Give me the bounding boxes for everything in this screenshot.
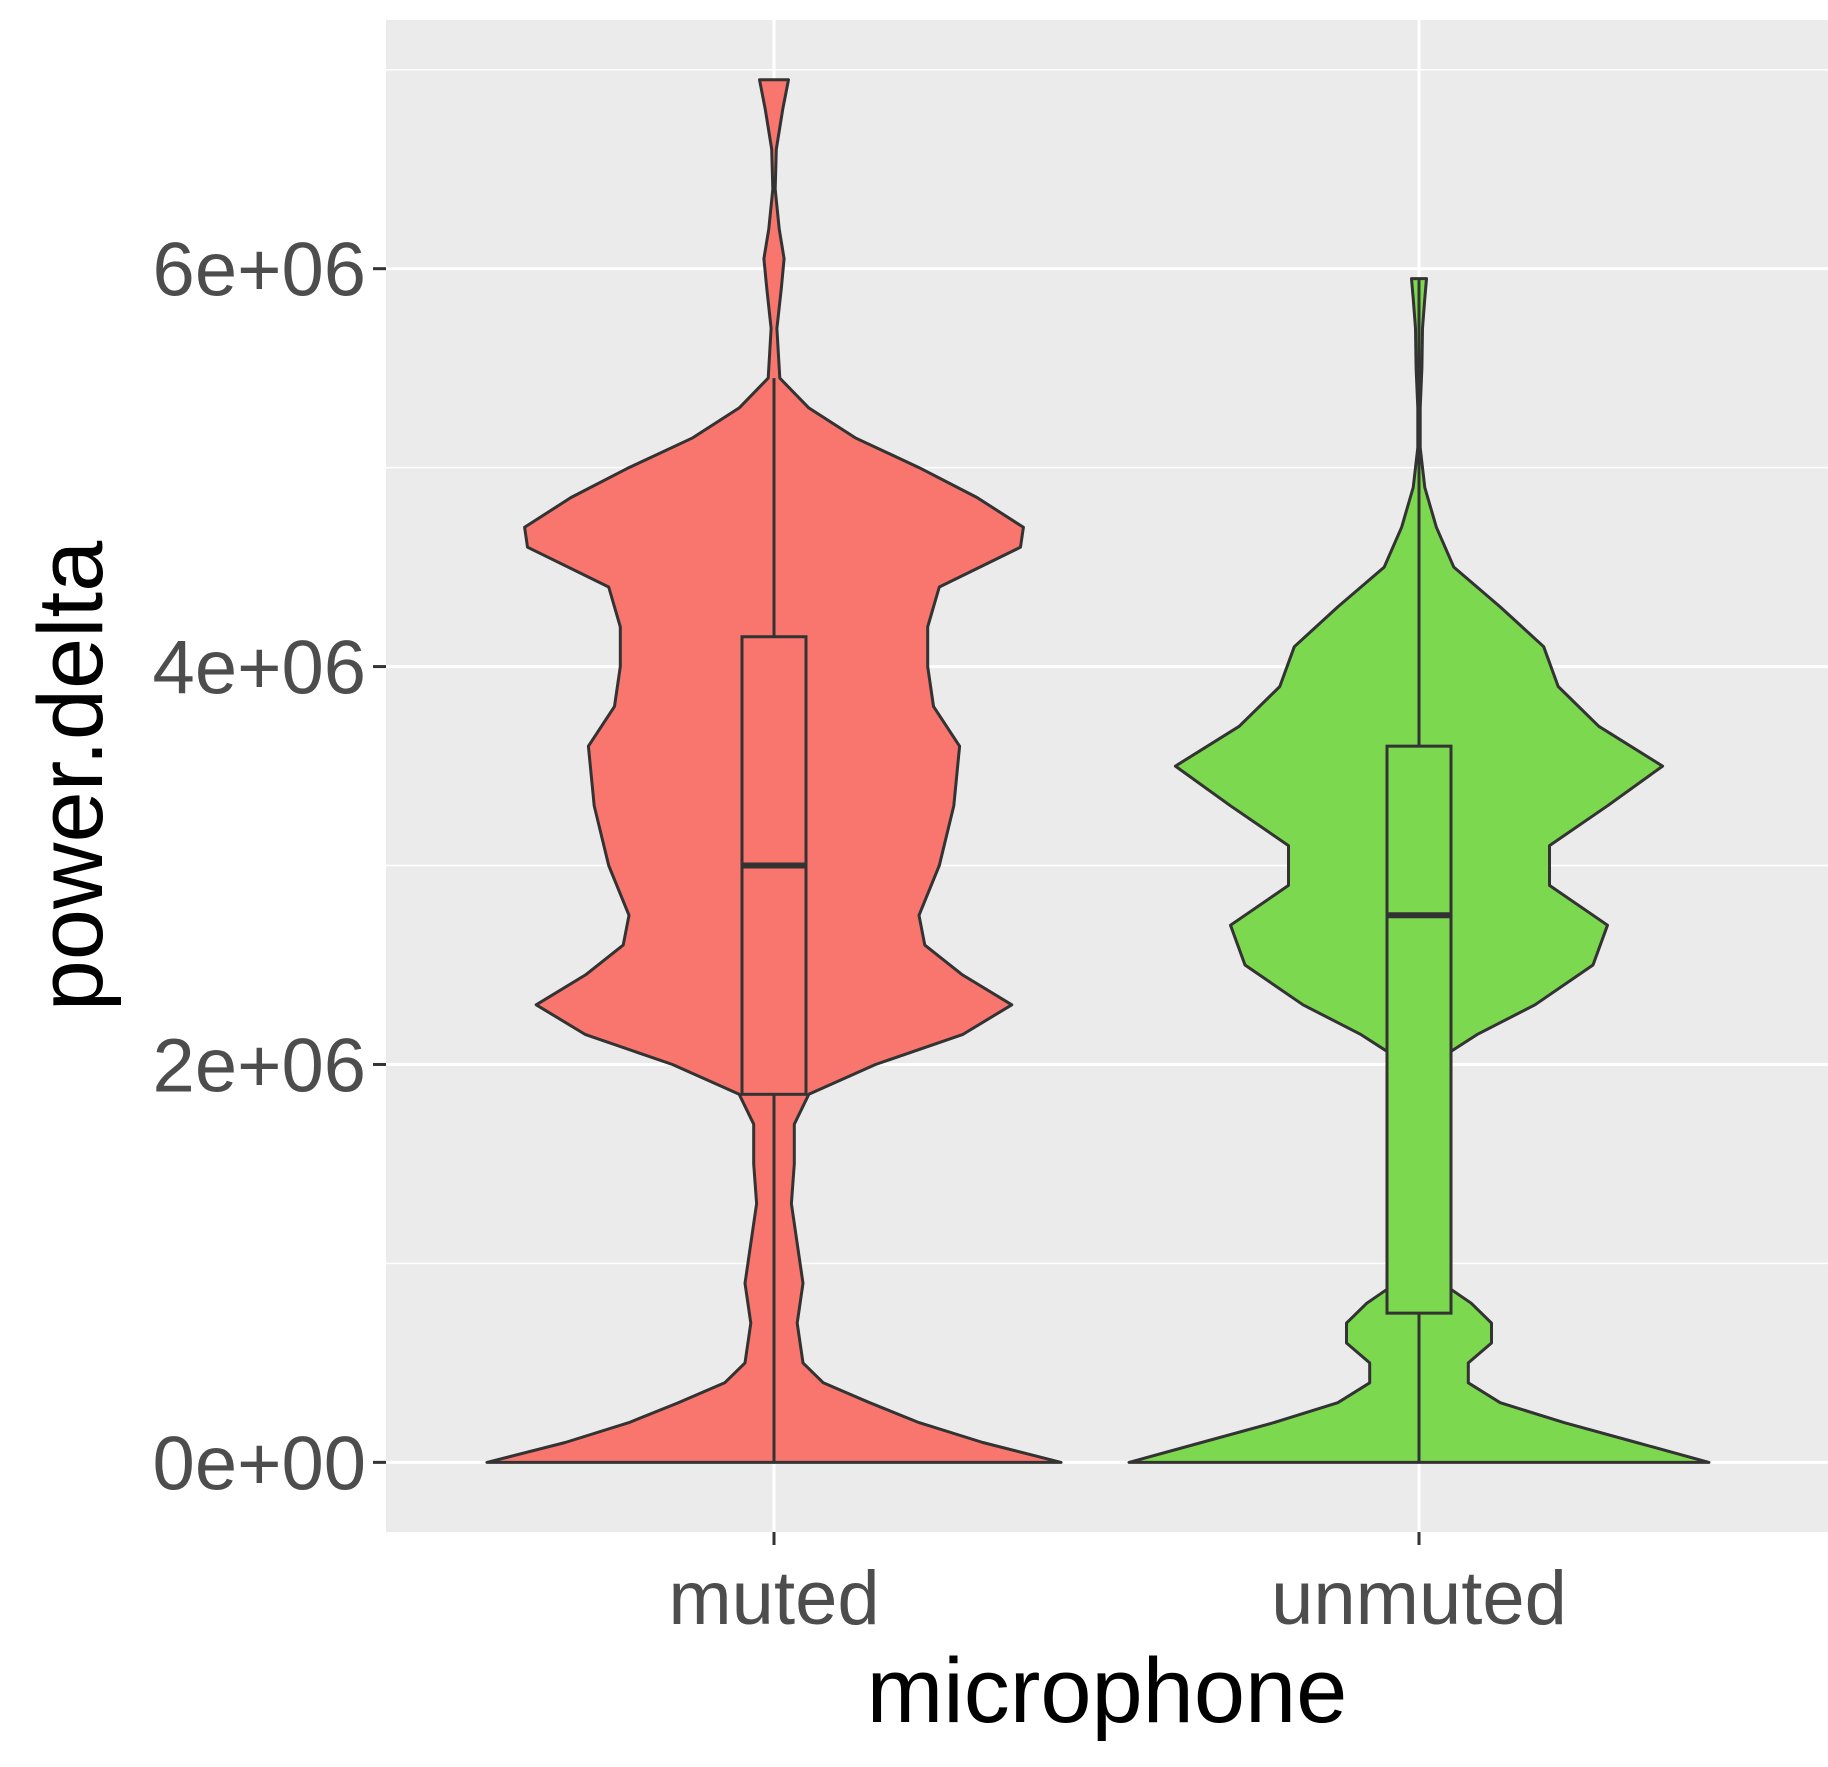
y-tick-label: 4e+06 [153,626,366,711]
y-tick-label: 6e+06 [153,228,366,313]
axes: 0e+00 2e+06 4e+06 6e+06 muted unmuted [153,228,1567,1641]
box-unmuted [1385,744,1453,1315]
boxplots [740,278,1453,1463]
x-axis-title: microphone [867,1640,1348,1742]
y-tick-label: 0e+00 [153,1421,366,1506]
x-tick-label-muted: muted [668,1556,879,1641]
y-axis-title: power.delta [20,540,122,1011]
x-tick-label-unmuted: unmuted [1271,1556,1567,1641]
y-tick-label: 2e+06 [153,1023,366,1108]
